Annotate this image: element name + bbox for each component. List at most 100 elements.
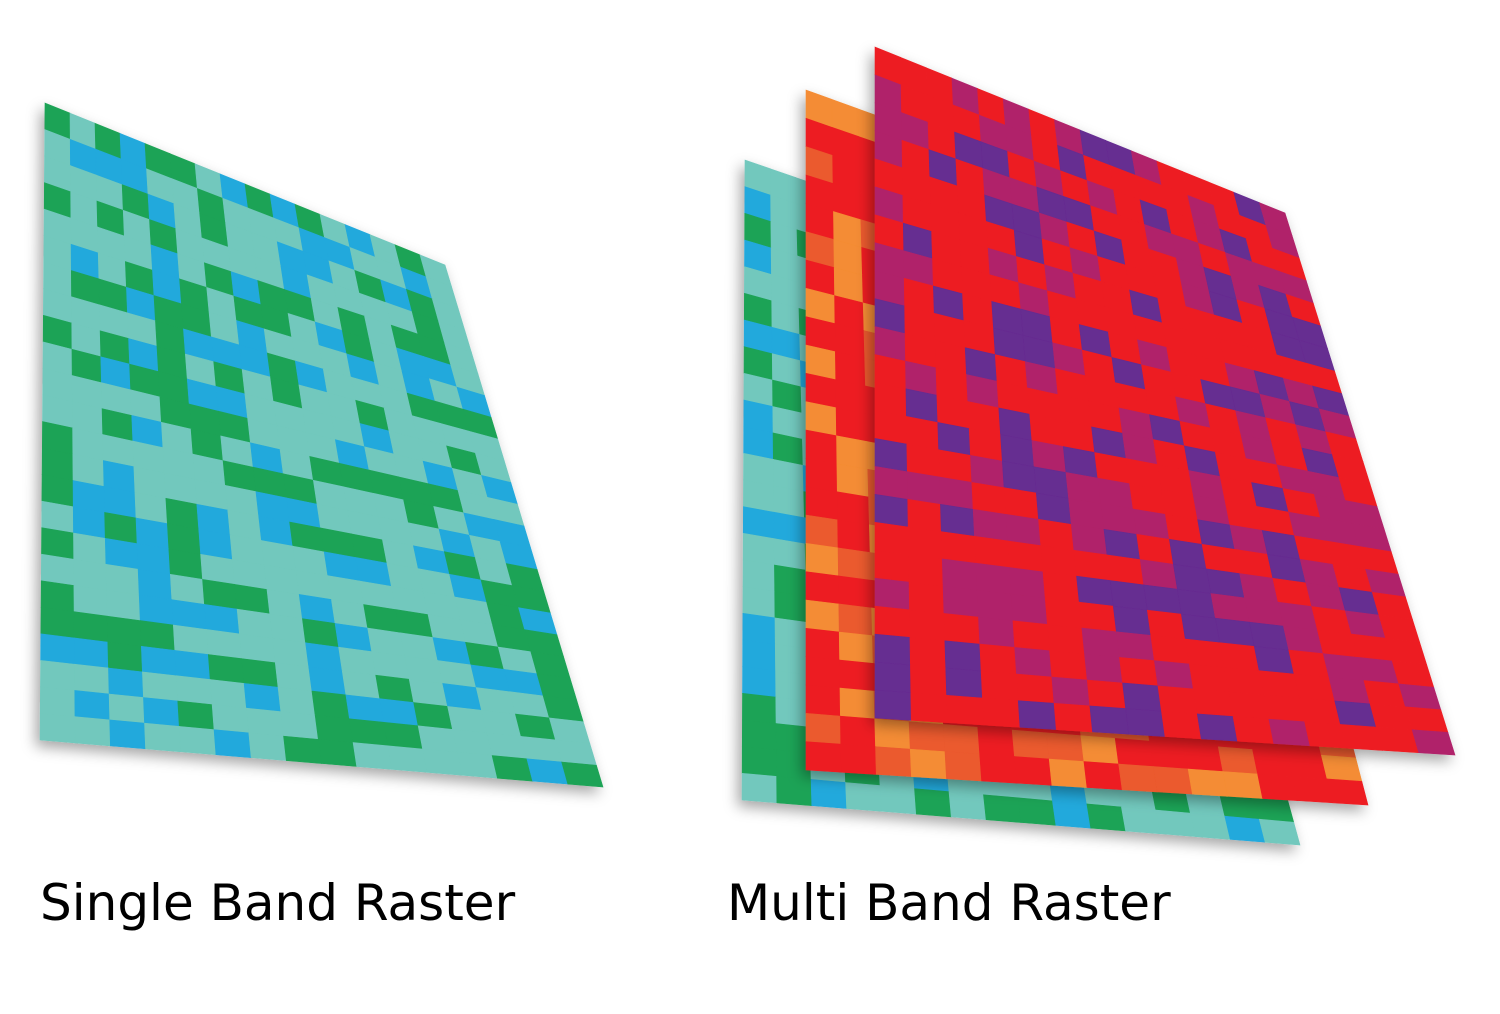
raster-cell [213, 729, 252, 758]
raster-cell [741, 719, 777, 751]
raster-cell [1109, 580, 1148, 611]
raster-cell [1180, 613, 1221, 644]
raster-cell [139, 620, 176, 651]
raster-cell [1154, 660, 1194, 690]
raster-cell [944, 640, 982, 672]
raster-cell [246, 707, 284, 737]
raster-cell [974, 535, 1010, 568]
raster-cell [1009, 567, 1046, 599]
raster-cell [979, 643, 1017, 675]
raster-cell [1007, 540, 1044, 573]
raster-cell [978, 616, 1016, 648]
raster-cell [1070, 523, 1108, 556]
raster-cell [838, 575, 872, 609]
raster-cell [41, 527, 74, 560]
raster-cell [909, 637, 947, 669]
raster-cell [1161, 710, 1202, 740]
raster-cell [837, 547, 872, 581]
raster-cell [982, 697, 1021, 728]
raster-cell [39, 713, 76, 744]
raster-cell [172, 624, 209, 655]
raster-cell [939, 476, 974, 510]
raster-cell [383, 721, 423, 750]
raster-cell [943, 613, 981, 645]
raster-cell [742, 692, 777, 724]
raster-cell [836, 463, 869, 498]
raster-cell [1217, 746, 1258, 775]
raster-cell [1219, 642, 1260, 671]
raster-cell [1257, 773, 1299, 801]
raster-cell [408, 678, 448, 707]
raster-cell [1083, 761, 1123, 791]
raster-cell [341, 670, 381, 700]
raster-cell [774, 643, 809, 676]
raster-sheets [39, 46, 1456, 846]
raster-cell [1048, 758, 1088, 788]
raster-cell [1081, 627, 1120, 658]
raster-cell [1016, 673, 1055, 704]
panel-label: Multi Band Raster [727, 874, 1171, 932]
raster-cell [74, 690, 111, 721]
raster-cell [1149, 740, 1189, 770]
raster-cell [741, 773, 778, 804]
raster-cell [838, 631, 874, 664]
raster-cell [175, 675, 213, 705]
raster-cell [1038, 518, 1075, 551]
raster-cell [948, 791, 987, 821]
raster-cell [907, 526, 943, 560]
raster-cell [914, 788, 952, 818]
raster-cell [742, 666, 777, 698]
raster-cell [805, 542, 839, 577]
raster-cell [838, 603, 873, 637]
raster-cell [944, 751, 982, 782]
raster-cell [40, 553, 75, 586]
raster-cell [73, 611, 109, 643]
raster-cell [979, 753, 1018, 784]
raster-cell [874, 549, 910, 583]
raster-cell [983, 794, 1022, 823]
raster-cell [776, 776, 813, 806]
raster-cell [1125, 708, 1166, 737]
raster-cell [422, 748, 463, 776]
raster-cell [73, 585, 108, 617]
raster-cell [1228, 691, 1270, 720]
raster-cell [874, 689, 912, 721]
raster-cell [1017, 700, 1057, 730]
raster-cell [73, 558, 107, 591]
raster-cell [1183, 743, 1224, 772]
raster-cell [456, 751, 498, 779]
raster-cell [810, 779, 847, 809]
raster-cell [1042, 571, 1080, 603]
raster-cell [742, 586, 776, 619]
raster-cell [1176, 588, 1216, 619]
raster-cell [1405, 706, 1449, 733]
raster-cell [910, 664, 947, 696]
raster-cell [1258, 818, 1301, 846]
raster-cell [379, 698, 419, 727]
raster-cell [352, 742, 393, 770]
raster-cell [486, 732, 528, 760]
raster-cell [108, 667, 144, 698]
raster-cell [906, 471, 941, 505]
raster-cell [1244, 597, 1284, 627]
raster-cell [976, 589, 1014, 622]
raster-cell [1187, 768, 1228, 797]
raster-cell [305, 642, 343, 672]
raster-cell [836, 491, 870, 526]
panel-label: Single Band Raster [40, 874, 516, 932]
raster-cell [774, 591, 808, 623]
raster-cell [805, 741, 842, 773]
raster-cell [1011, 729, 1050, 760]
raster-cell [1411, 729, 1456, 756]
raster-cell [1188, 663, 1230, 693]
raster-cell [1223, 666, 1265, 696]
raster-cell [1046, 732, 1085, 762]
raster-cell [143, 697, 180, 727]
raster-cell [1252, 749, 1293, 777]
raster-cell [178, 726, 217, 756]
raster-cell [207, 654, 245, 684]
raster-cell [40, 660, 76, 691]
raster-cell [169, 573, 205, 605]
raster-cell [977, 726, 1015, 757]
raster-cell [980, 670, 1019, 701]
